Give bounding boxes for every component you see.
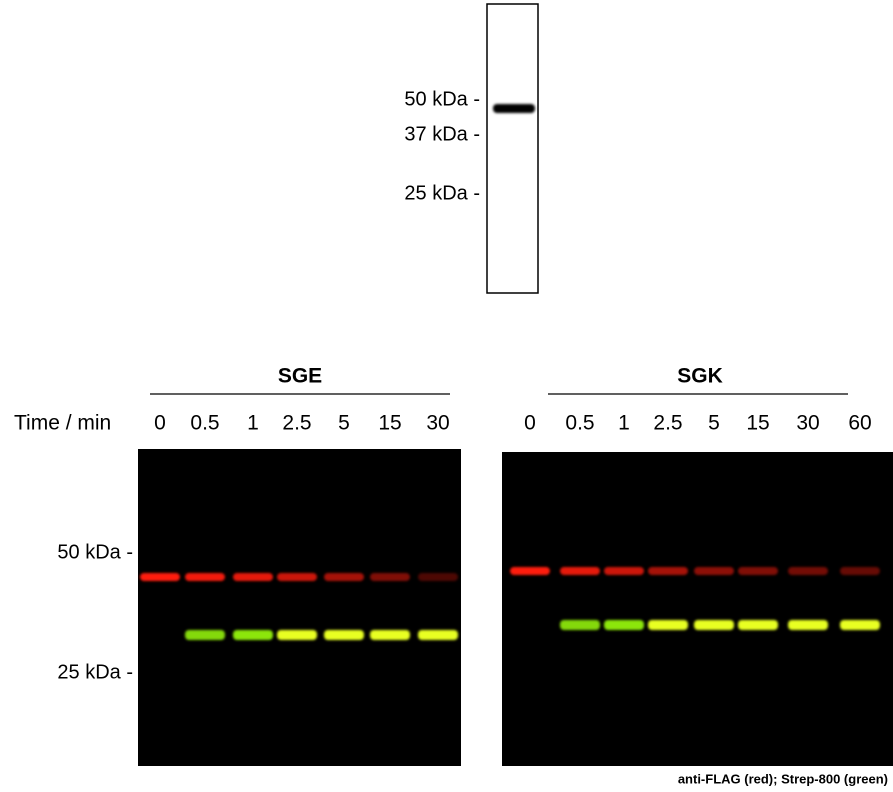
red-band [140,573,180,581]
marker-label: 50 kDa - [57,541,133,563]
group-title: SGE [278,365,322,388]
green-band [324,630,364,640]
green-band [840,620,880,630]
red-band [185,573,225,581]
lane-label: 5 [338,412,350,435]
lane-label: 60 [848,412,871,435]
lane-label: 15 [378,412,401,435]
red-band [233,573,273,581]
marker-label: 37 kDa - [404,123,480,145]
lane-label: 1 [618,412,630,435]
lane-label: 0.5 [190,412,219,435]
red-band [560,567,600,575]
green-band [370,630,410,640]
green-band [648,620,688,630]
lane-label: 30 [426,412,449,435]
lane-label: 30 [796,412,819,435]
gel-panel [502,452,893,766]
group-title: SGK [677,365,723,388]
red-band [738,567,778,575]
marker-label: 50 kDa - [404,88,480,110]
green-band [694,620,734,630]
marker-label: 25 kDa - [404,182,480,204]
caption: anti-FLAG (red); Strep-800 (green) [678,771,888,786]
red-band [840,567,880,575]
green-band [233,630,273,640]
lane-label: 1 [247,412,259,435]
green-band [277,630,317,640]
red-band [604,567,644,575]
band [493,104,535,113]
red-band [788,567,828,575]
blot-frame [487,4,538,293]
red-band [324,573,364,581]
lane-label: 2.5 [282,412,311,435]
figure: 50 kDa - 37 kDa - 25 kDa - SGE SGK Time … [0,0,893,792]
lane-label: 5 [708,412,720,435]
marker-label: 25 kDa - [57,661,133,683]
red-band [648,567,688,575]
lane-label: 15 [746,412,769,435]
green-band [604,620,644,630]
lane-label: 0 [524,412,536,435]
lane-label: 0.5 [565,412,594,435]
lane-label: 2.5 [653,412,682,435]
red-band [418,573,458,581]
green-band [185,630,225,640]
time-label: Time / min [14,412,111,435]
red-band [277,573,317,581]
gel-panel [138,449,461,766]
red-band [694,567,734,575]
green-band [738,620,778,630]
lane-label: 0 [154,412,166,435]
red-band [510,567,550,575]
green-band [560,620,600,630]
page: {"top_blot": {"markers": ["50 kDa -", "3… [0,0,893,792]
green-band [418,630,458,640]
green-band [788,620,828,630]
red-band [370,573,410,581]
